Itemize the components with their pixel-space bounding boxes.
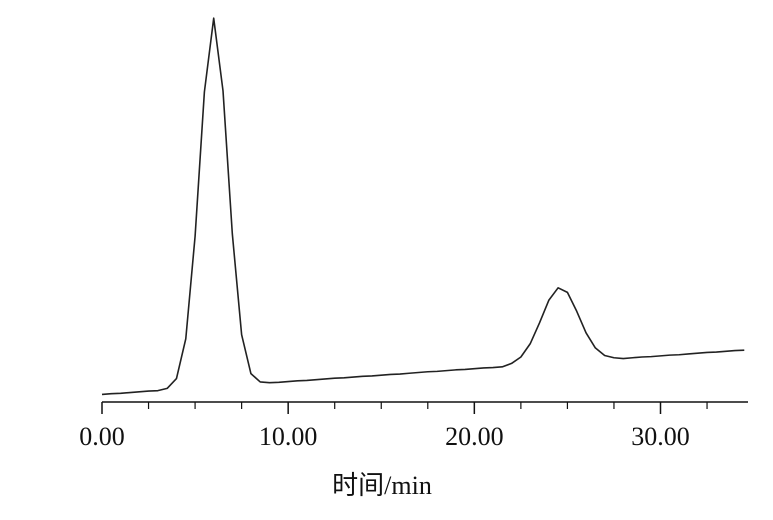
x-axis-label: 时间/min: [332, 471, 432, 500]
x-tick-label: 30.00: [631, 422, 690, 451]
x-tick-label: 0.00: [79, 422, 125, 451]
x-tick-label: 10.00: [259, 422, 318, 451]
signal-line: [101, 17, 745, 396]
x-tick-label: 20.00: [445, 422, 504, 451]
